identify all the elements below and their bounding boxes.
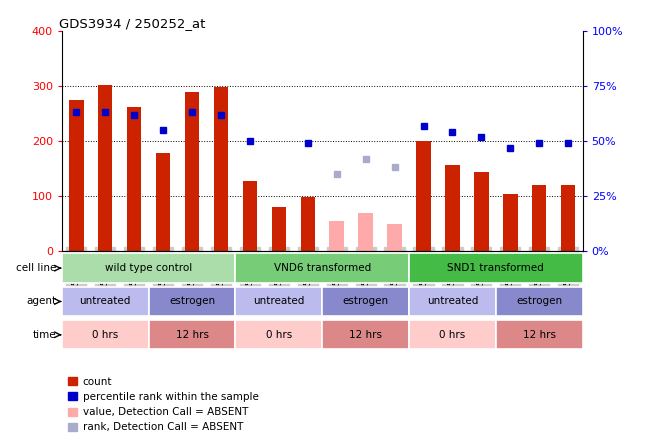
Bar	[416, 141, 431, 251]
FancyBboxPatch shape	[236, 320, 322, 349]
FancyBboxPatch shape	[148, 320, 236, 349]
Bar	[532, 185, 546, 251]
Legend: count, percentile rank within the sample, value, Detection Call = ABSENT, rank, : count, percentile rank within the sample…	[64, 373, 262, 436]
Text: untreated: untreated	[79, 297, 131, 306]
Text: 0 hrs: 0 hrs	[439, 330, 465, 340]
Bar	[214, 87, 229, 251]
FancyBboxPatch shape	[322, 320, 409, 349]
Bar	[185, 91, 199, 251]
Text: 12 hrs: 12 hrs	[349, 330, 382, 340]
FancyBboxPatch shape	[236, 287, 322, 316]
FancyBboxPatch shape	[148, 287, 236, 316]
Bar	[503, 194, 518, 251]
Bar	[127, 107, 141, 251]
Text: estrogen: estrogen	[516, 297, 562, 306]
FancyBboxPatch shape	[236, 254, 409, 283]
Bar	[69, 100, 83, 251]
FancyBboxPatch shape	[409, 287, 496, 316]
Text: estrogen: estrogen	[342, 297, 389, 306]
Text: 12 hrs: 12 hrs	[176, 330, 208, 340]
Bar	[445, 165, 460, 251]
Bar	[474, 172, 489, 251]
Text: cell line: cell line	[16, 263, 57, 273]
Text: 12 hrs: 12 hrs	[523, 330, 556, 340]
FancyBboxPatch shape	[409, 254, 583, 283]
FancyBboxPatch shape	[322, 287, 409, 316]
FancyBboxPatch shape	[62, 320, 148, 349]
FancyBboxPatch shape	[62, 254, 236, 283]
Text: untreated: untreated	[253, 297, 305, 306]
Text: wild type control: wild type control	[105, 263, 192, 273]
Text: GDS3934 / 250252_at: GDS3934 / 250252_at	[59, 17, 206, 30]
FancyBboxPatch shape	[62, 287, 148, 316]
Text: VND6 transformed: VND6 transformed	[273, 263, 371, 273]
Bar	[243, 181, 257, 251]
Text: estrogen: estrogen	[169, 297, 215, 306]
Bar	[98, 85, 113, 251]
FancyBboxPatch shape	[409, 320, 496, 349]
Bar	[359, 214, 373, 251]
Text: untreated: untreated	[427, 297, 478, 306]
Text: SND1 transformed: SND1 transformed	[447, 263, 544, 273]
Text: time: time	[33, 330, 57, 340]
Bar	[271, 207, 286, 251]
Text: agent: agent	[27, 297, 57, 306]
Bar	[301, 197, 315, 251]
Bar	[561, 185, 575, 251]
Bar	[156, 153, 171, 251]
Bar	[329, 221, 344, 251]
FancyBboxPatch shape	[496, 287, 583, 316]
FancyBboxPatch shape	[496, 320, 583, 349]
Text: 0 hrs: 0 hrs	[266, 330, 292, 340]
Bar	[387, 225, 402, 251]
Text: 0 hrs: 0 hrs	[92, 330, 118, 340]
